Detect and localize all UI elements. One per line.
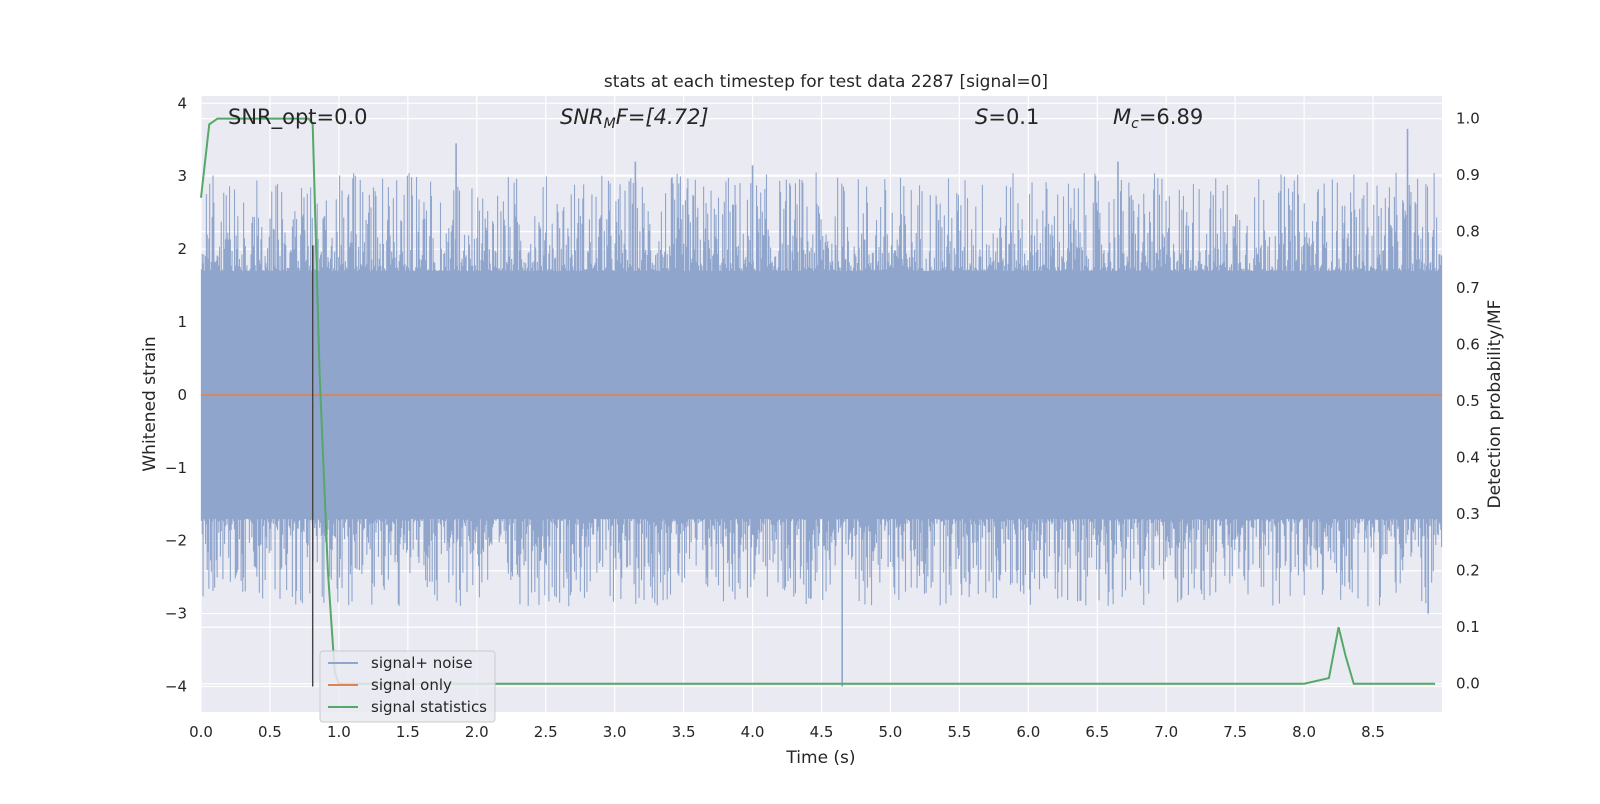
x-tick-label: 5.0 bbox=[879, 723, 903, 741]
x-tick-label: 3.0 bbox=[603, 723, 627, 741]
y-tick-label: 2 bbox=[177, 240, 187, 258]
x-tick-label: 1.5 bbox=[396, 723, 420, 741]
y2-tick-labels: 1.0 0.9 0.8 0.7 0.6 0.5 0.4 0.3 0.2 0.1 0.0 bbox=[1456, 110, 1480, 693]
y2-tick-label: 0.4 bbox=[1456, 449, 1480, 467]
y-tick-label: −2 bbox=[165, 532, 187, 550]
x-tick-label: 0.0 bbox=[189, 723, 213, 741]
legend-label-signal-statistics: signal statistics bbox=[371, 698, 487, 716]
y2-axis-label: Detection probability/MF bbox=[1485, 300, 1505, 509]
x-tick-labels: 0.0 0.5 1.0 1.5 2.0 2.5 3.0 3.5 4.0 4.5 5.0 5.5 6.0 6… bbox=[189, 723, 1385, 741]
y-tick-label: 1 bbox=[177, 313, 187, 331]
x-tick-label: 2.0 bbox=[465, 723, 489, 741]
y-tick-labels: 4 3 2 1 0 −1 −2 −3 −4 bbox=[165, 94, 187, 695]
y2-tick-label: 0.1 bbox=[1456, 618, 1480, 636]
x-tick-label: 4.0 bbox=[741, 723, 765, 741]
y-tick-label: 0 bbox=[177, 386, 187, 404]
y2-tick-label: 0.9 bbox=[1456, 166, 1480, 184]
y2-tick-label: 0.5 bbox=[1456, 392, 1480, 410]
y2-tick-label: 1.0 bbox=[1456, 110, 1480, 128]
annotation-snr-mf: SNRMF=[4.72] bbox=[560, 105, 709, 132]
x-tick-label: 2.5 bbox=[534, 723, 558, 741]
y-tick-label: −1 bbox=[165, 459, 187, 477]
x-tick-label: 3.5 bbox=[672, 723, 696, 741]
y2-tick-label: 0.3 bbox=[1456, 505, 1480, 523]
x-tick-label: 8.5 bbox=[1361, 723, 1385, 741]
y-tick-label: −3 bbox=[165, 605, 187, 623]
annotation-mc: Mc=6.89 bbox=[1113, 105, 1203, 132]
x-tick-label: 6.5 bbox=[1085, 723, 1109, 741]
y2-tick-label: 0.2 bbox=[1456, 562, 1480, 580]
x-tick-label: 1.0 bbox=[327, 723, 351, 741]
annotation-s: S=0.1 bbox=[975, 105, 1039, 129]
legend-label-signal-noise: signal+ noise bbox=[371, 654, 473, 672]
legend-box bbox=[319, 650, 496, 723]
x-tick-label: 8.0 bbox=[1292, 723, 1316, 741]
x-tick-label: 5.5 bbox=[947, 723, 971, 741]
y2-tick-label: 0.6 bbox=[1456, 336, 1480, 354]
x-tick-label: 6.0 bbox=[1016, 723, 1040, 741]
y-tick-label: −4 bbox=[165, 677, 187, 695]
y2-tick-label: 0.0 bbox=[1456, 675, 1480, 693]
x-tick-label: 7.0 bbox=[1154, 723, 1178, 741]
annotation-snr-opt: SNR_opt=0.0 bbox=[228, 105, 368, 130]
y-axis-label: Whitened strain bbox=[140, 336, 160, 471]
y-tick-label: 4 bbox=[177, 94, 187, 112]
y2-tick-label: 0.8 bbox=[1456, 223, 1480, 241]
chart-title: stats at each timestep for test data 228… bbox=[604, 72, 1048, 92]
x-axis-label: Time (s) bbox=[785, 748, 855, 768]
x-tick-label: 7.5 bbox=[1223, 723, 1247, 741]
legend-label-signal-only: signal only bbox=[371, 676, 452, 694]
y-tick-label: 3 bbox=[177, 167, 187, 185]
legend: signal+ noise signal only signal statist… bbox=[319, 650, 496, 723]
y2-tick-label: 0.7 bbox=[1456, 279, 1480, 297]
x-tick-label: 0.5 bbox=[258, 723, 282, 741]
x-tick-label: 4.5 bbox=[810, 723, 834, 741]
